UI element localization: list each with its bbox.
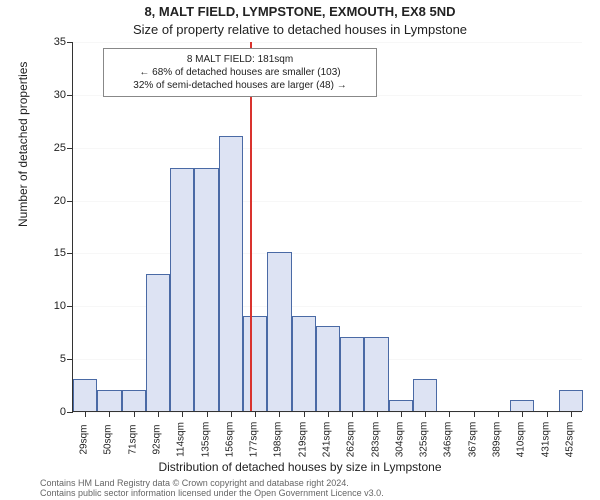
y-tick — [67, 201, 73, 202]
x-tick-label: 431sqm — [540, 420, 551, 460]
bar — [292, 316, 316, 411]
y-tick-label: 5 — [60, 353, 66, 365]
gridline — [73, 42, 582, 43]
x-tick — [401, 411, 402, 417]
x-tick-label: 50sqm — [103, 420, 114, 460]
y-axis-title: Number of detached properties — [16, 62, 30, 227]
x-tick-label: 389sqm — [492, 420, 503, 460]
x-tick — [474, 411, 475, 417]
y-tick-label: 35 — [54, 36, 66, 48]
x-tick-label: 325sqm — [419, 420, 430, 460]
x-tick-label: 304sqm — [394, 420, 405, 460]
gridline — [73, 201, 582, 202]
x-axis-title: Distribution of detached houses by size … — [0, 460, 600, 474]
x-tick-label: 367sqm — [467, 420, 478, 460]
y-tick — [67, 95, 73, 96]
x-tick — [352, 411, 353, 417]
y-tick-label: 15 — [54, 247, 66, 259]
y-tick-label: 25 — [54, 142, 66, 154]
bar — [170, 168, 194, 411]
x-tick-label: 135sqm — [200, 420, 211, 460]
bar — [389, 400, 413, 411]
bar — [340, 337, 364, 411]
footer-line2: Contains public sector information licen… — [40, 488, 384, 498]
y-tick — [67, 359, 73, 360]
x-tick-label: 452sqm — [564, 420, 575, 460]
x-tick — [85, 411, 86, 417]
x-tick — [255, 411, 256, 417]
y-tick-label: 20 — [54, 195, 66, 207]
bar — [73, 379, 97, 411]
chart-container: 8, MALT FIELD, LYMPSTONE, EXMOUTH, EX8 5… — [0, 0, 600, 500]
annotation-box: 8 MALT FIELD: 181sqm ← 68% of detached h… — [103, 48, 377, 97]
x-tick — [109, 411, 110, 417]
x-tick-label: 92sqm — [152, 420, 163, 460]
annotation-line2: ← 68% of detached houses are smaller (10… — [110, 66, 370, 79]
x-tick-label: 156sqm — [224, 420, 235, 460]
x-tick — [522, 411, 523, 417]
y-tick-label: 10 — [54, 300, 66, 312]
bar — [97, 390, 121, 411]
plot-area: 8 MALT FIELD: 181sqm ← 68% of detached h… — [72, 42, 582, 412]
x-tick — [207, 411, 208, 417]
x-tick-label: 198sqm — [273, 420, 284, 460]
x-tick — [304, 411, 305, 417]
x-tick — [134, 411, 135, 417]
x-tick — [328, 411, 329, 417]
bar — [146, 274, 170, 411]
x-tick — [279, 411, 280, 417]
y-tick — [67, 412, 73, 413]
x-tick — [425, 411, 426, 417]
bar — [219, 136, 243, 411]
bar — [510, 400, 534, 411]
x-tick — [182, 411, 183, 417]
x-tick-label: 219sqm — [297, 420, 308, 460]
bar — [559, 390, 583, 411]
bar — [316, 326, 340, 411]
y-tick-label: 30 — [54, 89, 66, 101]
x-tick — [377, 411, 378, 417]
bar — [413, 379, 437, 411]
x-tick-label: 262sqm — [346, 420, 357, 460]
x-tick — [547, 411, 548, 417]
bar — [194, 168, 218, 411]
y-tick — [67, 148, 73, 149]
title-main: 8, MALT FIELD, LYMPSTONE, EXMOUTH, EX8 5… — [0, 4, 600, 19]
reference-line — [250, 42, 252, 411]
x-tick — [498, 411, 499, 417]
y-tick — [67, 42, 73, 43]
x-tick — [158, 411, 159, 417]
gridline — [73, 148, 582, 149]
bar — [267, 252, 291, 411]
x-tick-label: 283sqm — [370, 420, 381, 460]
y-tick — [67, 253, 73, 254]
gridline — [73, 253, 582, 254]
footer: Contains HM Land Registry data © Crown c… — [40, 478, 384, 498]
footer-line1: Contains HM Land Registry data © Crown c… — [40, 478, 384, 488]
x-tick — [571, 411, 572, 417]
y-tick — [67, 306, 73, 307]
x-tick-label: 410sqm — [516, 420, 527, 460]
x-tick-label: 114sqm — [176, 420, 187, 460]
x-tick-label: 241sqm — [322, 420, 333, 460]
x-tick-label: 71sqm — [127, 420, 138, 460]
bar — [364, 337, 388, 411]
x-tick — [231, 411, 232, 417]
annotation-line1: 8 MALT FIELD: 181sqm — [110, 53, 370, 66]
bar — [122, 390, 146, 411]
y-tick-label: 0 — [60, 406, 66, 418]
x-tick-label: 177sqm — [249, 420, 260, 460]
x-tick — [449, 411, 450, 417]
annotation-line3: 32% of semi-detached houses are larger (… — [110, 79, 370, 92]
x-tick-label: 346sqm — [443, 420, 454, 460]
title-sub: Size of property relative to detached ho… — [0, 22, 600, 37]
bar — [243, 316, 267, 411]
x-tick-label: 29sqm — [79, 420, 90, 460]
